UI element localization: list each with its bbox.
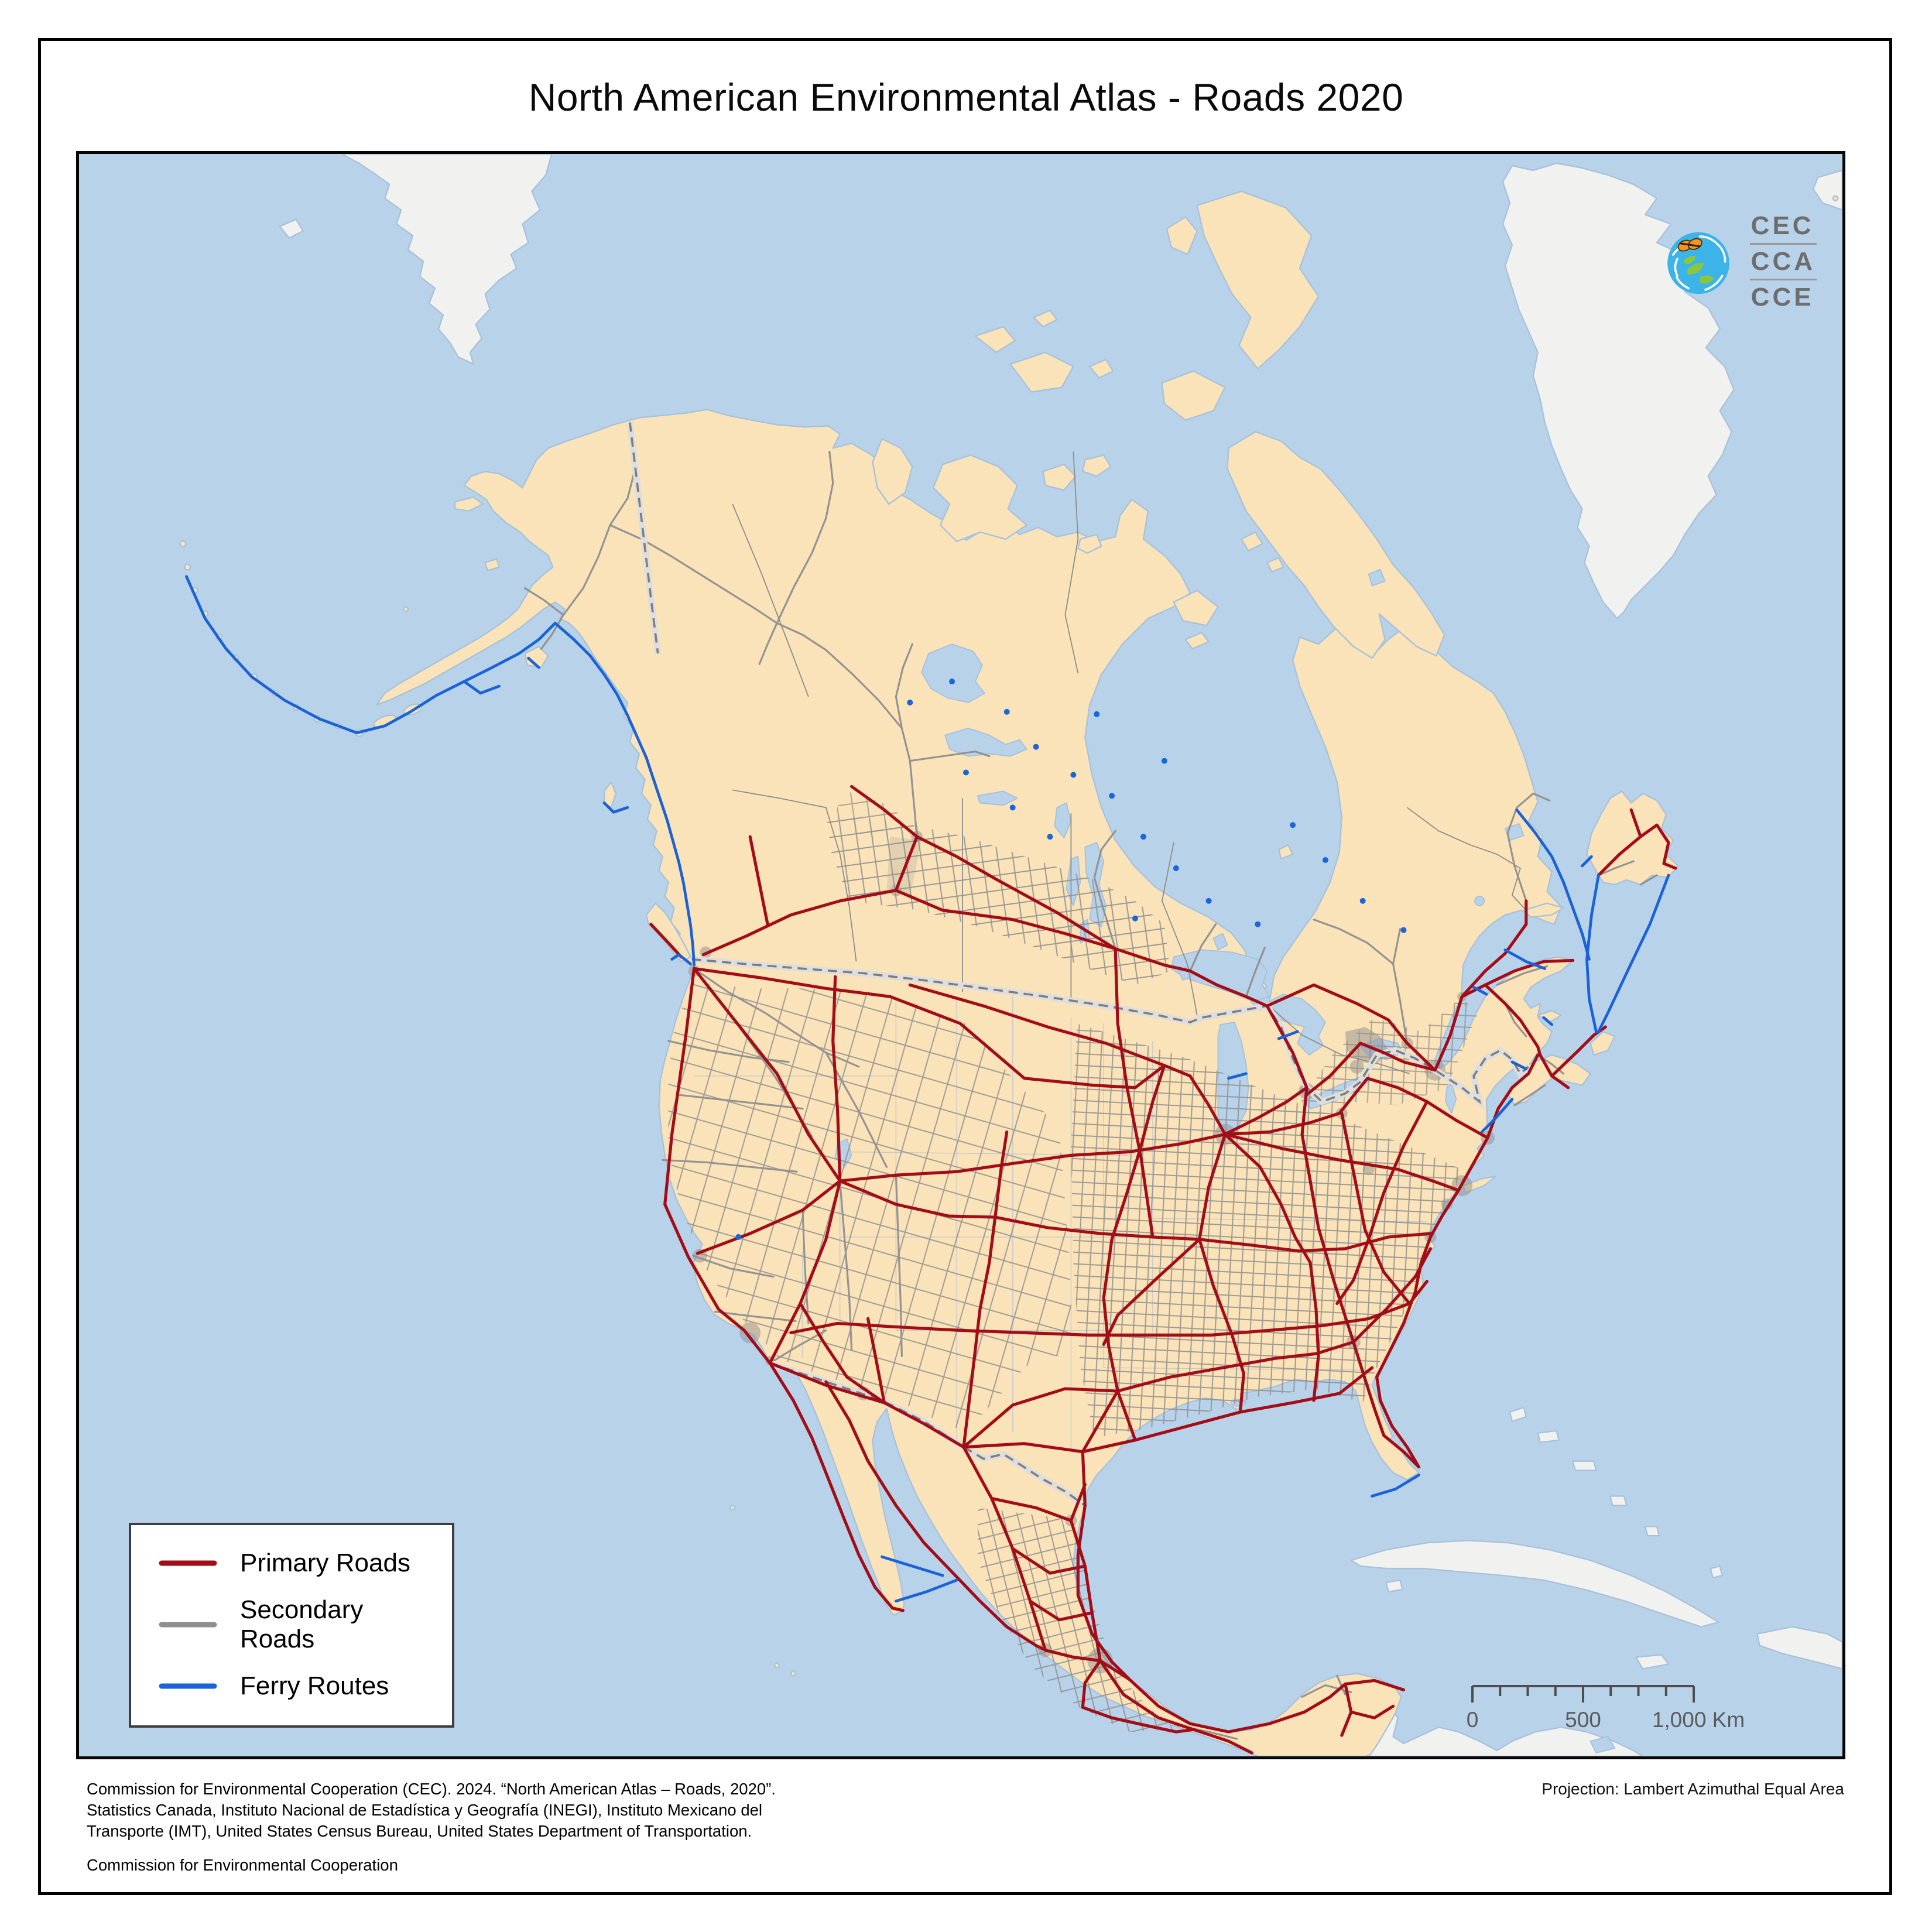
- secondary-roads-layer: [523, 435, 1658, 1740]
- map-legend: Primary Roads Secondary Roads Ferry Rout…: [129, 1523, 454, 1728]
- land-newfoundland: [1586, 790, 1679, 886]
- land-prince-patrick: [974, 326, 1016, 354]
- organization-name: Commission for Environmental Cooperation: [87, 1856, 398, 1874]
- land-baffin: [1227, 431, 1445, 659]
- lake-nicaragua: [1590, 1736, 1616, 1754]
- lake-nettilling: [1368, 568, 1386, 587]
- land-bahamas-5: [1644, 1526, 1660, 1537]
- land-king-william: [1077, 533, 1102, 554]
- land-prince-of-wales: [1042, 464, 1077, 491]
- land-axel: [1166, 216, 1198, 255]
- legend-label: Secondary Roads: [240, 1595, 364, 1653]
- page-border: [38, 38, 1892, 1895]
- land-melville: [1009, 351, 1074, 393]
- lake-great-bear: [921, 643, 985, 703]
- secondary-grid-prairies: [825, 813, 1170, 985]
- legend-label: Primary Roads: [240, 1549, 410, 1577]
- land-banks: [872, 438, 913, 505]
- land-somerset: [1082, 454, 1112, 477]
- citation-line: Statistics Canada, Instituto Nacional de…: [87, 1800, 763, 1819]
- map-frame: CEC CCA CCE Primary Roads Secondary Road…: [76, 151, 1845, 1759]
- logo-acronym-cec: CEC: [1751, 211, 1814, 240]
- page-title: North American Environmental Atlas - Roa…: [528, 76, 1404, 119]
- land-nunivak: [484, 558, 500, 571]
- land-kodiak: [524, 646, 549, 669]
- land-foxe-1: [1241, 531, 1263, 551]
- land-southampton: [1173, 590, 1219, 626]
- land-ellesmere: [1196, 190, 1320, 369]
- ferry-routes-swatch-icon: [159, 1683, 217, 1689]
- lake-reindeer: [1054, 802, 1072, 839]
- primary-roads-layer: [649, 785, 1677, 1755]
- land-chukotka: [341, 154, 553, 365]
- citation-block: Commission for Environmental Cooperation…: [87, 1779, 776, 1841]
- scale-bar: 0 500 1,000 Km: [1467, 1685, 1745, 1732]
- land-devon: [1161, 370, 1226, 421]
- citation-line: Transporte (IMT), United States Census B…: [87, 1821, 752, 1840]
- land-haida-gwaii: [603, 781, 617, 809]
- land-bahamas-3: [1572, 1460, 1597, 1471]
- logo-acronym-cce: CCE: [1749, 279, 1817, 314]
- land-cape-breton: [1590, 1030, 1616, 1056]
- land-victoria-island: [932, 454, 1027, 543]
- projection-note: Projection: Lambert Azimuthal Equal Area: [1542, 1780, 1844, 1798]
- secondary-grid-west-us: [668, 982, 1074, 1432]
- land-st-lawrence-island: [454, 496, 484, 512]
- scale-label-500: 500: [1565, 1708, 1601, 1732]
- land-cuba: [1350, 1540, 1719, 1628]
- land-bahamas-4: [1609, 1495, 1628, 1506]
- secondary-grid-peace: [835, 790, 908, 843]
- scale-label-1000km: 1,000 Km: [1652, 1708, 1745, 1732]
- citation-line: Commission for Environmental Cooperation…: [87, 1780, 776, 1798]
- ferry-routes-layer: [184, 575, 1670, 1603]
- land-mackenzie-king: [1033, 309, 1058, 328]
- land-isla-juventud: [1385, 1579, 1403, 1593]
- cec-logo: CEC CCA CCE: [1663, 209, 1817, 314]
- scale-label-0: 0: [1467, 1708, 1479, 1732]
- logo-acronym-cca: CCA: [1749, 243, 1817, 279]
- cec-logo-globe-icon: [1667, 232, 1729, 294]
- land-bathurst: [1089, 358, 1114, 379]
- legend-label: Ferry Routes: [240, 1671, 389, 1700]
- legend-item-ferry-routes: Ferry Routes: [157, 1671, 426, 1701]
- secondary-grid-mexico: [977, 1508, 1176, 1732]
- lake-manicouagan: [1474, 895, 1485, 906]
- international-borders-layer: [626, 422, 1531, 1508]
- land-jamaica: [1635, 1654, 1670, 1670]
- land-anticosti: [1523, 902, 1564, 918]
- land-bahamas-1: [1509, 1406, 1527, 1423]
- land-bahamas-2: [1537, 1430, 1560, 1443]
- land-belcher: [1278, 844, 1294, 860]
- lake-nipigon: [1212, 933, 1228, 951]
- land-hispaniola: [1756, 1626, 1842, 1670]
- land-turks: [1710, 1565, 1723, 1579]
- primary-roads-swatch-icon: [159, 1560, 217, 1566]
- legend-item-secondary-roads: Secondary Roads: [157, 1595, 426, 1654]
- land-wrangel: [279, 218, 304, 239]
- cec-logo-text: CEC CCA CCE: [1749, 209, 1817, 314]
- small-lakes-layer: [735, 679, 1407, 1240]
- legend-item-primary-roads: Primary Roads: [157, 1549, 426, 1578]
- land-coats: [1184, 632, 1210, 650]
- secondary-roads-swatch-icon: [159, 1622, 217, 1628]
- land-foxe-2: [1266, 557, 1284, 573]
- lake-athabasca: [977, 790, 1018, 806]
- north-america-basemap: [79, 154, 1842, 1756]
